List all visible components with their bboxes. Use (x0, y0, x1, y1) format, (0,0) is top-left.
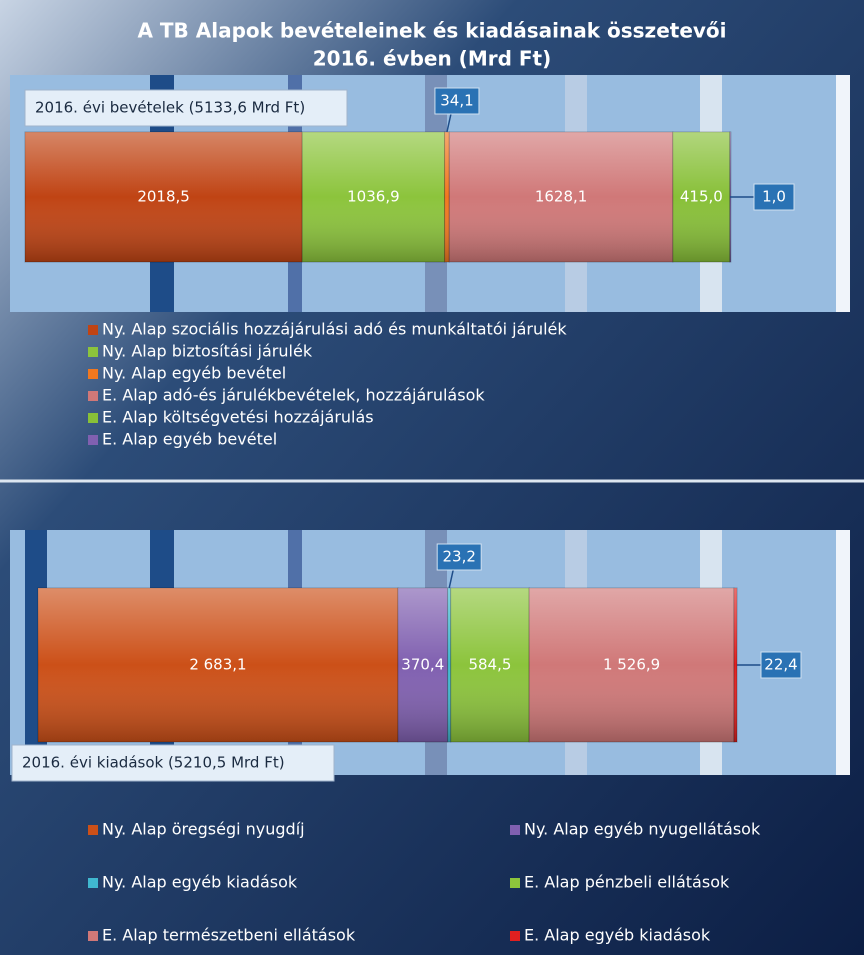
legend-label: E. Alap adó-és járulékbevételek, hozzájá… (102, 386, 485, 405)
value-label: 370,4 (401, 656, 444, 674)
value-label: 2018,5 (137, 188, 190, 206)
bar-shine (38, 588, 398, 742)
bar-shine (25, 132, 303, 262)
value-label: 1 526,9 (603, 656, 660, 674)
legend-label: E. Alap természetbeni ellátások (102, 926, 356, 945)
value-label: 22,4 (764, 656, 797, 674)
value-label: 584,5 (468, 656, 511, 674)
legend-swatch (88, 413, 98, 423)
legend-swatch (88, 435, 98, 445)
legend-swatch (510, 825, 520, 835)
bar-shine (447, 588, 451, 742)
value-label: 2 683,1 (189, 656, 246, 674)
panel-label: 2016. évi bevételek (5133,6 Mrd Ft) (35, 99, 305, 117)
value-label: 34,1 (440, 92, 473, 110)
legend-label: Ny. Alap egyéb nyugellátások (524, 820, 761, 839)
value-label: 1628,1 (535, 188, 588, 206)
legend-swatch (88, 825, 98, 835)
callout-box (753, 183, 795, 211)
legend-label: E. Alap költségvetési hozzájárulás (102, 408, 374, 427)
label-box (11, 744, 335, 782)
legend-label: Ny. Alap egyéb kiadások (102, 873, 298, 892)
stripe (836, 530, 850, 775)
value-label: 1,0 (762, 188, 786, 206)
legend-swatch (88, 325, 98, 335)
bar-shine (449, 132, 673, 262)
legend-label: Ny. Alap öregségi nyugdíj (102, 820, 305, 839)
bar-shine (302, 132, 445, 262)
legend-label: E. Alap egyéb kiadások (524, 926, 711, 945)
bar-shine (672, 132, 730, 262)
legend-swatch (88, 931, 98, 941)
callout-box (434, 87, 480, 115)
legend-swatch (510, 931, 520, 941)
chart-subtitle: 2016. évben (Mrd Ft) (313, 47, 551, 71)
callout-box (436, 543, 482, 571)
callout-box (760, 651, 802, 679)
legend-swatch (88, 878, 98, 888)
value-label: 23,2 (442, 548, 475, 566)
value-label: 1036,9 (347, 188, 400, 206)
legend-label: Ny. Alap szociális hozzájárulási adó és … (102, 320, 567, 339)
legend-swatch (88, 391, 98, 401)
leader-line (446, 113, 452, 133)
label-box (24, 89, 348, 127)
stripe (836, 75, 850, 312)
legend-label: E. Alap pénzbeli ellátások (524, 873, 730, 892)
bar-shine (397, 588, 448, 742)
bar-shine (444, 132, 450, 262)
legend-swatch (88, 369, 98, 379)
legend-label: Ny. Alap biztosítási járulék (102, 342, 313, 361)
leader-line (448, 569, 454, 589)
chart-title: A TB Alapok bevételeinek és kiadásainak … (137, 19, 726, 43)
legend-swatch (88, 347, 98, 357)
bar-shine (529, 588, 734, 742)
legend-swatch (510, 878, 520, 888)
value-label: 415,0 (680, 188, 723, 206)
bar-shine (733, 588, 737, 742)
legend-label: E. Alap egyéb bevétel (102, 430, 277, 449)
legend-label: Ny. Alap egyéb bevétel (102, 364, 286, 383)
panel-label: 2016. évi kiadások (5210,5 Mrd Ft) (22, 754, 285, 772)
bar-shine (450, 588, 530, 742)
